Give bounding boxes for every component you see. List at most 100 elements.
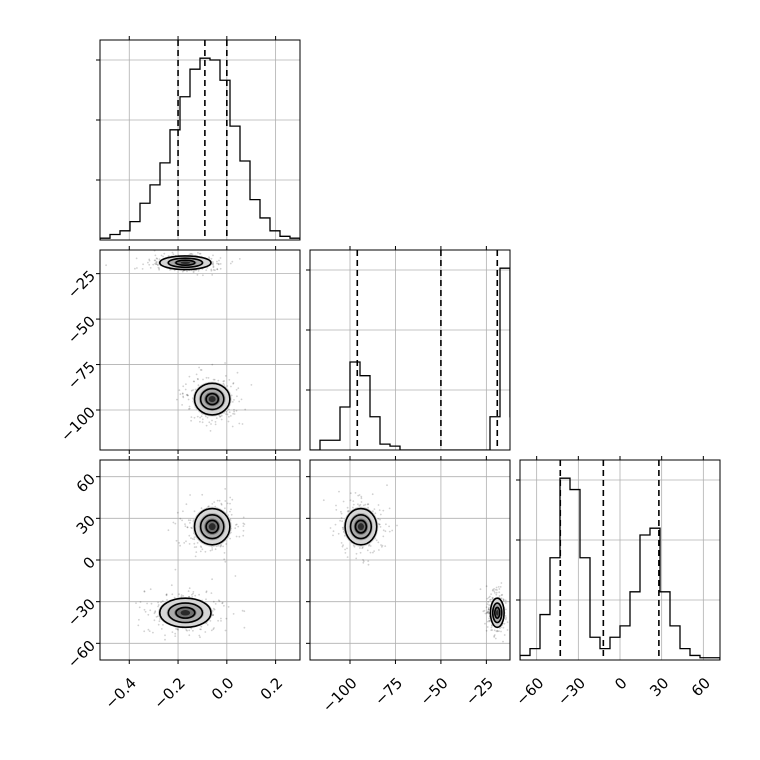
sample-point <box>367 560 370 562</box>
sample-point <box>373 550 375 552</box>
sample-point <box>222 382 225 385</box>
sample-point <box>205 269 208 271</box>
sample-point <box>185 629 188 631</box>
sample-point <box>360 495 363 498</box>
hist-step-line <box>100 57 300 240</box>
sample-point <box>188 534 191 537</box>
sample-point <box>242 534 245 537</box>
sample-point <box>204 631 207 633</box>
sample-point <box>358 494 361 496</box>
sample-point <box>482 610 485 613</box>
sample-point <box>486 597 489 600</box>
density-level <box>208 523 216 531</box>
sample-point <box>229 496 232 499</box>
contour-line <box>193 507 231 546</box>
sample-point <box>160 254 163 257</box>
sample-point <box>487 608 490 610</box>
sample-point <box>231 401 234 403</box>
sample-point <box>224 500 227 502</box>
sample-point <box>191 593 193 596</box>
sample-point <box>155 263 158 265</box>
sample-point <box>173 269 176 272</box>
sample-point <box>224 560 227 563</box>
sample-point <box>503 622 506 625</box>
sample-point <box>359 503 362 506</box>
sample-point <box>385 523 387 526</box>
sample-point <box>233 408 235 411</box>
sample-point <box>212 265 215 268</box>
sample-point <box>160 628 163 630</box>
sample-point <box>502 598 505 601</box>
contour-line <box>167 257 204 269</box>
sample-point <box>220 620 222 622</box>
sample-point <box>199 252 202 255</box>
sample-point <box>485 612 488 614</box>
sample-point <box>208 505 210 508</box>
sample-point <box>232 382 235 385</box>
sample-point <box>495 591 498 594</box>
sample-point <box>237 525 240 528</box>
sample-point <box>217 599 220 602</box>
sample-point <box>184 388 187 391</box>
sample-point <box>495 586 498 589</box>
sample-point <box>344 548 346 551</box>
sample-point <box>217 263 220 266</box>
sample-point <box>201 418 204 421</box>
sample-point <box>154 610 157 612</box>
y-tick-label: −60 <box>64 637 99 672</box>
sample-point <box>354 492 357 494</box>
sample-point <box>341 520 343 523</box>
sample-point <box>210 269 213 272</box>
sample-point <box>170 584 173 587</box>
sample-point <box>233 399 235 401</box>
sample-point <box>138 618 140 621</box>
sample-point <box>486 603 489 605</box>
sample-point <box>500 582 503 584</box>
sample-point <box>493 588 495 590</box>
sample-point <box>355 552 358 555</box>
sample-point <box>192 592 194 595</box>
sample-point <box>205 591 208 594</box>
sample-point <box>206 624 209 626</box>
sample-point <box>339 519 341 522</box>
sample-point <box>175 628 177 630</box>
sample-point <box>194 594 197 597</box>
x-tick-label: 60 <box>688 674 714 700</box>
sample-point <box>498 588 501 590</box>
y-tick-label: −75 <box>64 358 99 393</box>
sample-point <box>187 394 189 397</box>
sample-point <box>213 608 216 611</box>
sample-point <box>167 529 170 532</box>
sample-point <box>199 545 202 548</box>
sample-point <box>181 270 184 273</box>
sample-point <box>152 631 154 634</box>
contour-line <box>489 597 505 629</box>
x-tick-label: 0.2 <box>257 674 287 704</box>
sample-point <box>157 601 160 604</box>
sample-point <box>228 408 230 411</box>
sample-point <box>189 494 192 496</box>
sample-point <box>489 619 491 622</box>
sample-point <box>182 385 185 388</box>
sample-point <box>202 274 204 277</box>
x-tick-label: 0.0 <box>208 674 238 704</box>
sample-point <box>487 610 489 613</box>
sample-point <box>192 389 195 391</box>
sample-point <box>504 599 507 602</box>
histogram-panel-0 <box>96 36 301 241</box>
sample-point <box>322 499 325 502</box>
sample-point <box>178 542 181 544</box>
sample-point <box>216 260 218 263</box>
sample-point <box>498 595 501 597</box>
sample-point <box>502 599 505 601</box>
sample-point <box>181 392 184 395</box>
sample-point <box>502 599 505 602</box>
sample-point <box>193 416 196 419</box>
sample-point <box>212 607 215 610</box>
sample-point <box>174 632 177 635</box>
sample-point <box>360 501 363 503</box>
sample-point <box>228 411 231 413</box>
sample-point <box>382 509 385 512</box>
sample-point <box>224 507 226 510</box>
sample-point <box>162 255 165 258</box>
